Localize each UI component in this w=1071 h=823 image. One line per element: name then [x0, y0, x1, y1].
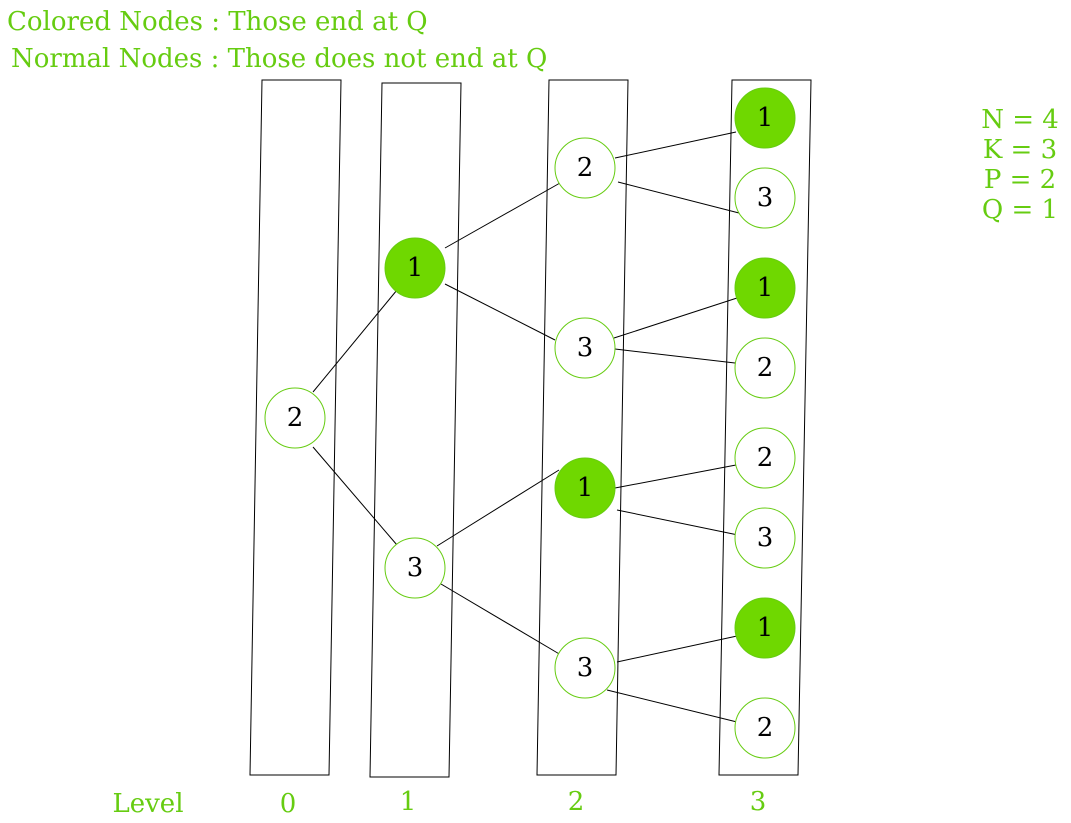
edge [614, 348, 736, 364]
node-circle [734, 87, 796, 149]
node: 3 [554, 637, 616, 699]
param: N = 4 [981, 105, 1059, 135]
node-label: 2 [577, 153, 594, 183]
node-circle [734, 427, 796, 489]
node-label: 1 [757, 273, 774, 303]
edge [614, 464, 737, 489]
node-circle [554, 317, 616, 379]
node: 2 [734, 697, 796, 759]
node-label: 1 [407, 253, 424, 283]
legend-colored: Colored Nodes : Those end at Q [7, 7, 428, 37]
edge [312, 446, 398, 546]
level-label: 0 [280, 789, 297, 819]
level-label: 3 [750, 787, 767, 817]
edge [614, 131, 737, 159]
edge [444, 182, 561, 249]
node: 2 [734, 427, 796, 489]
node-circle [384, 237, 446, 299]
param: Q = 1 [982, 195, 1058, 225]
node-label: 2 [757, 353, 774, 383]
edge [616, 509, 739, 536]
node-circle [554, 137, 616, 199]
node-circle [734, 697, 796, 759]
node-label: 1 [757, 613, 774, 643]
node-circle [264, 387, 326, 449]
param: P = 2 [984, 165, 1056, 195]
node: 2 [554, 137, 616, 199]
nodes: 2 1 3 2 3 1 3 1 3 1 2 2 3 1 2 [264, 87, 796, 759]
node: 1 [554, 457, 616, 519]
node: 3 [384, 537, 446, 599]
node-label: 2 [287, 403, 304, 433]
node: 1 [734, 597, 796, 659]
params: N = 4 K = 3 P = 2 Q = 1 [981, 105, 1059, 225]
node: 1 [734, 87, 796, 149]
node-label: 3 [407, 553, 424, 583]
node: 3 [554, 317, 616, 379]
edge [617, 181, 740, 214]
node: 1 [384, 237, 446, 299]
node-circle [734, 167, 796, 229]
node: 2 [734, 337, 796, 399]
node-circle [734, 337, 796, 399]
level-column [369, 82, 462, 778]
node-label: 1 [577, 473, 594, 503]
node: 3 [734, 507, 796, 569]
legend-normal: Normal Nodes : Those does not end at Q [11, 44, 547, 74]
node-circle [734, 597, 796, 659]
level-column [249, 79, 342, 776]
edge [613, 297, 738, 339]
node-label: 2 [757, 443, 774, 473]
edge [444, 283, 556, 341]
level-label: 1 [400, 787, 417, 817]
node-circle [384, 537, 446, 599]
node-label: 3 [757, 183, 774, 213]
node-circle [734, 257, 796, 319]
edges [312, 131, 740, 723]
node-label: 3 [757, 523, 774, 553]
level-column [536, 79, 629, 776]
param: K = 3 [983, 135, 1057, 165]
level-label: 2 [568, 787, 585, 817]
edge [436, 469, 560, 547]
node-circle [554, 637, 616, 699]
level-axis: Level 0 1 2 3 [112, 787, 766, 819]
node-label: 1 [757, 103, 774, 133]
level-column [718, 79, 812, 776]
node-circle [554, 457, 616, 519]
node-label: 2 [757, 713, 774, 743]
edge [440, 583, 562, 656]
edge [312, 289, 398, 393]
edge [606, 689, 738, 723]
node-circle [734, 507, 796, 569]
edge [616, 635, 738, 663]
node: 2 [264, 387, 326, 449]
node-label: 3 [577, 333, 594, 363]
level-title: Level [112, 789, 183, 819]
node: 1 [734, 257, 796, 319]
node-label: 3 [577, 653, 594, 683]
node: 3 [734, 167, 796, 229]
